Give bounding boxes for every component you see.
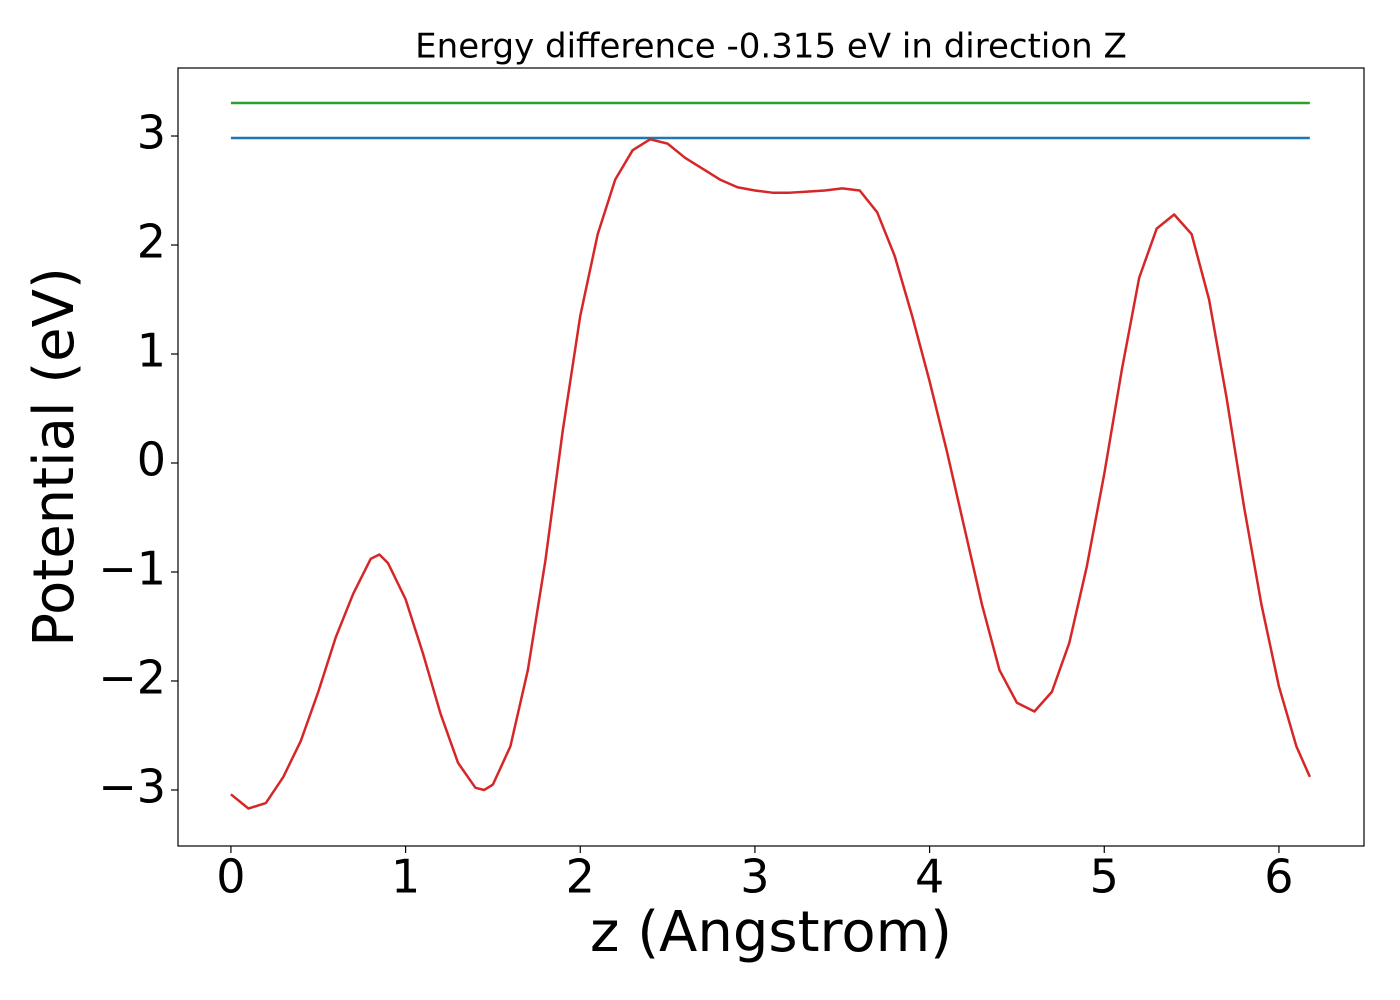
y-tick-label: −3 xyxy=(98,759,166,813)
line-series xyxy=(230,138,1311,810)
x-axis-label: z (Angstrom) xyxy=(590,900,952,965)
y-tick-label: −2 xyxy=(98,650,166,704)
y-axis-label: Potential (eV) xyxy=(22,267,87,647)
x-tick-label: 2 xyxy=(566,850,595,904)
y-tick-label: 3 xyxy=(137,106,166,160)
y-tick-label: 1 xyxy=(137,324,166,378)
plot-frame xyxy=(177,67,1365,847)
y-tick-label: 0 xyxy=(137,432,166,486)
y-tick-label: −1 xyxy=(98,541,166,595)
x-tick-label: 1 xyxy=(391,850,420,904)
y-tick-label: 2 xyxy=(137,215,166,269)
x-tick-label: 6 xyxy=(1264,850,1293,904)
x-tick-label: 4 xyxy=(915,850,944,904)
chart-title: Energy difference -0.315 eV in direction… xyxy=(415,27,1127,67)
x-tick-label: 3 xyxy=(740,850,769,904)
x-tick-label: 0 xyxy=(216,850,245,904)
x-tick-label: 5 xyxy=(1090,850,1119,904)
